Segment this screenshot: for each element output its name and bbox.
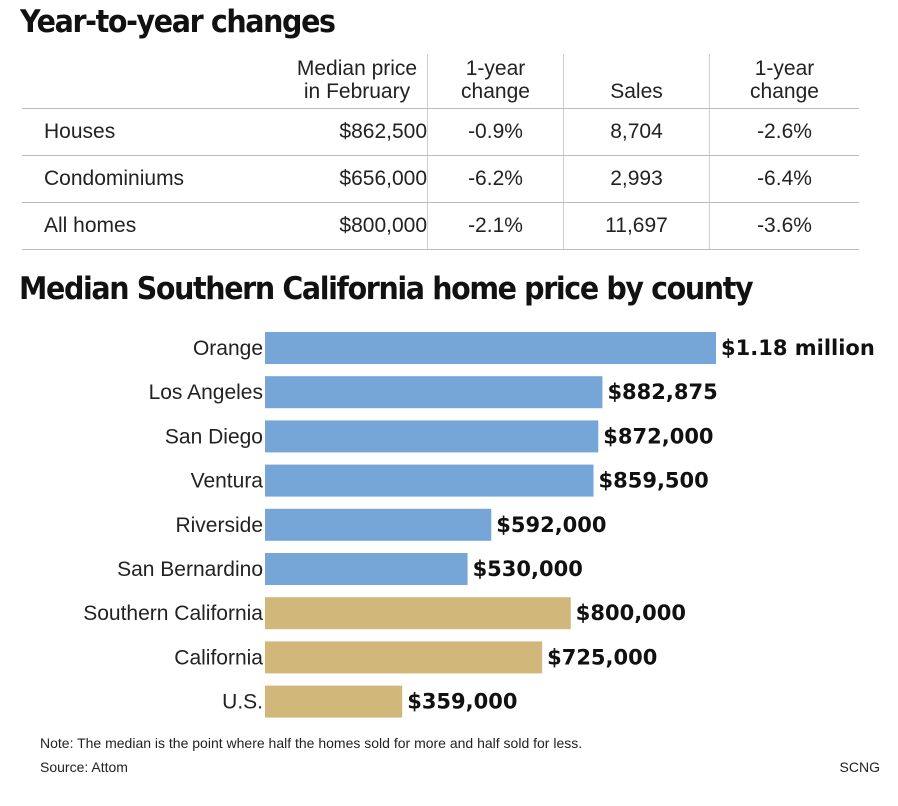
row-label: Condominiums (22, 155, 263, 203)
source-line: Source: Attom (40, 759, 128, 775)
header-label (22, 54, 263, 109)
row-sales: 2,993 (563, 155, 710, 203)
category-label-california: California (174, 646, 263, 669)
category-label-san-bernardino: San Bernardino (117, 558, 263, 581)
row-sales-change: -6.4% (709, 155, 859, 203)
bar-chart: Orange $1.18 million Los Angeles $882,875 Sa… (83, 332, 875, 718)
value-label-los-angeles: $882,875 (607, 380, 717, 404)
header-sales: Sales (563, 54, 710, 109)
row-sales-change: -3.6% (709, 202, 859, 250)
row-price: $656,000 (263, 155, 428, 203)
value-label-southern-california: $800,000 (576, 601, 686, 625)
bar-orange (265, 332, 716, 364)
category-label-los-angeles: Los Angeles (149, 381, 263, 404)
year-to-year-table: Median price in February 1-year change S… (22, 54, 859, 250)
row-sales: 11,697 (563, 202, 710, 250)
table-row: All homes $800,000 -2.1% 11,697 -3.6% (22, 202, 859, 250)
bar-southern-california (265, 597, 571, 630)
header-sales-change: 1-year change (709, 54, 859, 109)
credit-line: SCNG (839, 759, 880, 775)
row-price-change: -2.1% (427, 202, 564, 250)
row-price: $862,500 (263, 108, 428, 156)
bar-california (265, 641, 543, 674)
value-label-riverside: $592,000 (496, 513, 606, 537)
row-label: All homes (22, 202, 263, 250)
value-label-u-s: $359,000 (407, 690, 517, 714)
table-header-row: Median price in February 1-year change S… (22, 54, 859, 109)
footnote: Note: The median is the point where half… (40, 735, 583, 751)
value-label-california: $725,000 (547, 645, 657, 669)
category-label-southern-california: Southern California (83, 602, 263, 625)
category-label-ventura: Ventura (191, 470, 264, 493)
header-price-change: 1-year change (427, 54, 564, 109)
category-label-orange: Orange (193, 337, 263, 360)
bar-riverside (265, 508, 492, 541)
category-label-u-s: U.S. (222, 691, 263, 714)
table-row: Houses $862,500 -0.9% 8,704 -2.6% (22, 108, 859, 156)
bar-san-diego (265, 420, 599, 453)
row-sales-change: -2.6% (709, 108, 859, 156)
row-price-change: -6.2% (427, 155, 564, 203)
chart-title: Median Southern California home price by… (19, 271, 754, 307)
value-label-san-diego: $872,000 (603, 424, 713, 448)
row-sales: 8,704 (563, 108, 710, 156)
row-price: $800,000 (263, 202, 428, 250)
row-label: Houses (22, 108, 263, 156)
bar-u-s (265, 685, 403, 718)
bar-san-bernardino (265, 553, 468, 585)
category-label-san-diego: San Diego (165, 425, 263, 448)
row-price-change: -0.9% (427, 108, 564, 156)
bar-ventura (265, 464, 594, 497)
value-label-san-bernardino: $530,000 (473, 557, 583, 581)
table-title: Year-to-year changes (20, 4, 336, 40)
category-label-riverside: Riverside (175, 514, 263, 537)
table-row: Condominiums $656,000 -6.2% 2,993 -6.4% (22, 155, 859, 203)
value-label-ventura: $859,500 (599, 469, 709, 493)
value-label-orange: $1.18 million (721, 336, 875, 360)
header-median-price: Median price in February (263, 54, 428, 109)
bar-los-angeles (265, 376, 603, 409)
